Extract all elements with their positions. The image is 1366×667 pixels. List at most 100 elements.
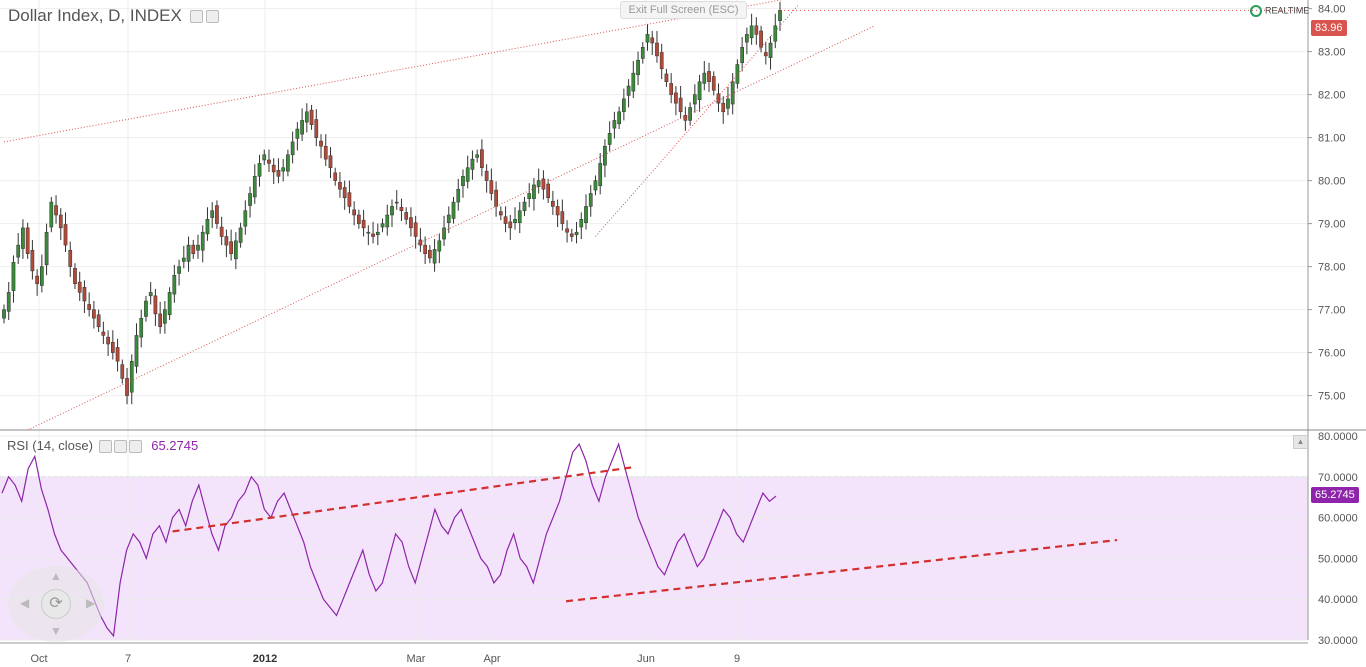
candle — [546, 183, 550, 199]
candle — [371, 233, 375, 237]
candle — [54, 205, 58, 216]
candle — [674, 92, 678, 104]
candle — [139, 317, 144, 338]
candle — [650, 37, 655, 44]
candle — [517, 210, 522, 223]
pan-down-icon[interactable]: ▼ — [50, 624, 62, 638]
candle — [735, 64, 740, 84]
candle — [484, 170, 489, 181]
navigation-control[interactable]: ▲ ▼ ◀ ▶ ⟳ — [8, 566, 104, 642]
rsi-y-tick-label: 80.0000 — [1318, 431, 1358, 443]
collapse-pane-icon[interactable]: ▲ — [1293, 435, 1308, 449]
candle — [30, 250, 35, 272]
candle — [328, 155, 333, 168]
y-tick-label: 81.00 — [1318, 133, 1346, 145]
rsi-y-tick-label: 30.0000 — [1318, 635, 1358, 647]
x-tick-label: Oct — [30, 653, 47, 665]
candle — [494, 189, 498, 207]
candle — [177, 266, 181, 274]
candle — [721, 102, 726, 113]
candle — [532, 184, 536, 199]
candle — [574, 231, 579, 236]
candle — [286, 154, 290, 172]
candle — [338, 182, 342, 190]
reset-icon[interactable]: ⟳ — [41, 589, 71, 619]
candle — [215, 205, 219, 224]
candle — [224, 236, 229, 246]
candle — [347, 192, 352, 207]
candle — [480, 149, 484, 168]
y-tick-label: 82.00 — [1318, 90, 1346, 102]
candle — [702, 72, 707, 84]
gear-icon[interactable] — [113, 440, 127, 454]
rsi-line — [1, 442, 777, 638]
candle — [352, 209, 356, 216]
candle — [508, 221, 513, 229]
rsi-y-tick-label: 40.0000 — [1318, 594, 1358, 606]
candle — [21, 227, 25, 249]
candle — [707, 71, 711, 82]
candle — [730, 81, 735, 105]
candle — [333, 172, 338, 181]
close-icon[interactable] — [128, 440, 142, 454]
rsi-y-tick-label: 60.0000 — [1318, 513, 1358, 525]
candle — [394, 201, 399, 204]
y-tick-label: 79.00 — [1318, 219, 1346, 231]
eye-icon[interactable] — [189, 10, 203, 24]
candle — [262, 154, 267, 161]
x-tick-label: Mar — [407, 653, 426, 665]
candle — [366, 231, 371, 234]
rsi-trend-line — [172, 466, 632, 533]
pan-left-icon[interactable]: ◀ — [20, 596, 30, 610]
rsi-last-badge: 65.2745 — [1311, 487, 1359, 503]
candle — [248, 193, 252, 206]
candle — [489, 180, 494, 194]
candle — [281, 167, 286, 172]
candle — [669, 83, 674, 95]
exit-fullscreen-button[interactable]: Exit Full Screen (ESC) — [620, 1, 747, 19]
y-tick-label: 80.00 — [1318, 176, 1346, 188]
candle — [622, 98, 626, 113]
candle — [300, 120, 304, 135]
candle — [125, 378, 129, 396]
candle — [541, 178, 546, 190]
candle — [271, 164, 276, 173]
candle — [257, 163, 262, 177]
candle — [380, 223, 385, 228]
candle — [58, 214, 63, 229]
candle — [252, 176, 257, 198]
pan-up-icon[interactable]: ▲ — [50, 569, 62, 583]
pan-right-icon[interactable]: ▶ — [86, 596, 96, 610]
y-tick-label: 78.00 — [1318, 262, 1346, 274]
candle — [68, 250, 73, 267]
y-tick-label: 84.00 — [1318, 4, 1346, 16]
candle — [446, 214, 451, 223]
candle — [186, 244, 191, 262]
rsi-trend-line — [565, 538, 1118, 603]
x-tick-label: Apr — [483, 653, 500, 665]
candle — [219, 226, 224, 237]
realtime-icon — [1250, 5, 1262, 17]
eye-icon[interactable] — [98, 440, 112, 454]
candle — [323, 145, 328, 160]
candle — [229, 241, 233, 254]
rsi-y-tick-label: 70.0000 — [1318, 472, 1358, 484]
candle — [697, 81, 702, 101]
candle — [73, 268, 77, 285]
gear-icon[interactable] — [205, 10, 219, 24]
candle — [210, 210, 215, 218]
candle — [451, 201, 456, 219]
candle — [612, 120, 617, 129]
candle — [442, 227, 446, 240]
candle — [432, 249, 437, 264]
candle — [25, 227, 30, 254]
candle — [584, 206, 588, 223]
candle — [243, 210, 248, 227]
trend-line — [27, 25, 875, 431]
candle — [148, 292, 153, 297]
x-tick-label: Jun — [637, 653, 655, 665]
candle — [503, 216, 508, 224]
candle — [498, 211, 503, 216]
candle — [399, 207, 404, 211]
